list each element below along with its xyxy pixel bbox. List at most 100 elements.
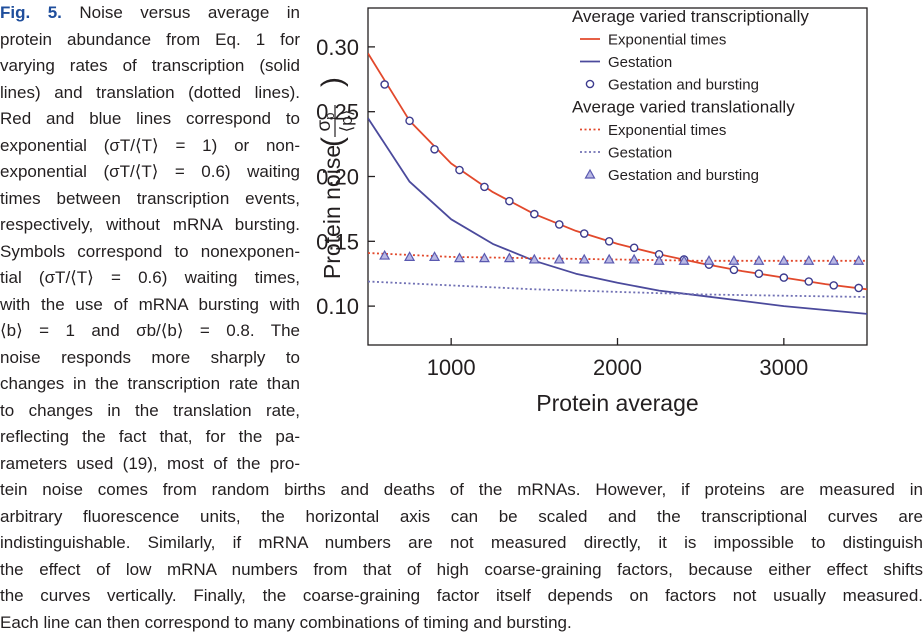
caption-line: varying rates of transcription (solid — [0, 53, 300, 80]
caption-text: Symbols correspond to nonexponen- — [0, 241, 300, 261]
triangle-marker — [404, 251, 416, 261]
y-label-numerator: σp — [314, 113, 337, 132]
triangle-marker — [453, 252, 466, 263]
triangle-marker — [678, 255, 690, 265]
y-tick-label: 0.20 — [316, 165, 359, 190]
numerator-symbol: σ — [314, 119, 335, 131]
caption-text: respectively, without mRNA bursting. — [0, 215, 300, 234]
legend-marker — [584, 168, 596, 179]
caption-line: exponential (σT/⟨T⟩ = 1) or non- — [0, 133, 300, 160]
caption-line: exponential (σT/⟨T⟩ = 0.6) waiting — [0, 159, 300, 186]
figure-label: Fig. 5. — [0, 3, 62, 22]
legend-label: Exponential times — [608, 122, 726, 139]
series-line — [368, 252, 867, 262]
caption-line: the curves vertically. Finally, the coar… — [0, 586, 923, 605]
circle-marker — [505, 196, 514, 206]
x-tick-label: 1000 — [427, 355, 476, 380]
chart: 0.10 0.15 0.20 0.25 0.30 1000 2000 3000 Protein … — [314, 7, 868, 416]
caption-line: the effect of low mRNA numbers from that… — [0, 559, 923, 579]
caption-text: ⟨b⟩ = 1 and σb/⟨b⟩ = 0.8. The — [0, 321, 300, 340]
caption-line: reflecting the fact that, for the pa- — [0, 424, 300, 451]
circle-marker — [554, 220, 564, 229]
caption-text: to changes in the translation rate, — [0, 400, 300, 420]
triangle-marker — [728, 255, 740, 265]
circle-marker — [430, 144, 439, 154]
legend-label: Exponential times — [608, 32, 726, 49]
caption-text: protein abundance from Eq. 1 for — [0, 29, 300, 49]
circle-marker — [754, 269, 764, 279]
triangle-marker — [828, 255, 840, 265]
y-axis-label: Protein noise — [319, 145, 345, 279]
circle-marker — [829, 281, 839, 290]
circle-marker — [729, 265, 739, 275]
triangle-marker — [478, 252, 490, 263]
triangle-marker — [703, 255, 715, 265]
legend-label: Gestation and bursting — [608, 77, 759, 94]
y-tick-label: 0.15 — [316, 229, 359, 254]
caption-text: with the use of mRNA bursting with — [0, 294, 300, 314]
triangle-marker — [753, 255, 765, 265]
y-tick-label: 0.25 — [316, 100, 359, 125]
caption-line: rameters used (19), most of the pro- — [0, 451, 300, 478]
triangle-marker — [578, 253, 590, 264]
caption-text: exponential (σT/⟨T⟩ = 1) or non- — [0, 135, 300, 155]
triangle-marker — [803, 255, 815, 265]
caption-line: Fig. 5. Noise versus average in — [0, 0, 300, 27]
x-axis-label: Protein average — [536, 390, 698, 416]
caption-line: tein noise comes from random births and … — [0, 480, 923, 499]
circle-marker — [629, 243, 639, 253]
triangle-marker — [429, 251, 441, 261]
caption-line: to changes in the translation rate, — [0, 398, 300, 425]
legend-marker — [585, 79, 595, 89]
legend-title: Average varied translationally — [572, 98, 795, 117]
caption-line: Red and blue lines correspond to — [0, 106, 300, 133]
caption-line: lines) and translation (dotted lines). — [0, 80, 300, 107]
triangle-marker — [628, 253, 640, 264]
caption-text: Noise versus average in — [79, 3, 300, 22]
circle-marker — [405, 116, 414, 126]
caption-line: ⟨b⟩ = 1 and σb/⟨b⟩ = 0.8. The — [0, 318, 300, 345]
legend-label: Gestation and bursting — [608, 167, 759, 184]
caption-line: times between transcription events, — [0, 186, 300, 213]
triangle-marker — [553, 253, 565, 264]
caption-text: changes in the transcription rate than — [0, 374, 300, 393]
caption-text: exponential (σT/⟨T⟩ = 0.6) waiting — [0, 162, 300, 181]
triangle-marker — [379, 249, 391, 260]
caption-line: with the use of mRNA bursting with — [0, 292, 300, 319]
circle-marker — [480, 182, 489, 192]
circle-marker — [779, 273, 789, 282]
paren: ( — [316, 137, 349, 147]
x-tick-label: 3000 — [759, 355, 808, 380]
y-tick-label: 0.30 — [316, 35, 359, 60]
triangle-marker — [503, 252, 515, 263]
y-tick-label: 0.10 — [316, 294, 359, 319]
y-label-denominator: ⟨p⟩ — [337, 110, 356, 133]
triangle-marker — [653, 255, 665, 265]
legend-title: Average varied transcriptionally — [572, 7, 809, 26]
plot-layer — [368, 52, 867, 315]
caption-text: times between transcription events, — [0, 188, 300, 208]
caption-line: indistinguishable. Similarly, if mRNA nu… — [0, 533, 923, 552]
circle-marker — [380, 80, 389, 89]
triangle-marker — [603, 253, 615, 264]
caption-text: rameters used (19), most of the pro- — [0, 453, 300, 473]
caption-text: noise responds more sharply to — [0, 347, 300, 367]
circle-marker — [455, 165, 464, 175]
series-line — [368, 280, 867, 298]
circle-marker — [579, 229, 589, 238]
caption-text: Red and blue lines correspond to — [0, 109, 300, 128]
paren: ) — [316, 77, 349, 87]
caption-line: respectively, without mRNA bursting. — [0, 212, 300, 239]
circle-marker — [854, 283, 863, 293]
caption-text: tial (σT/⟨T⟩ = 0.6) waiting times, — [0, 268, 300, 287]
caption-line: arbitrary fluorescence units, the horizo… — [0, 506, 923, 526]
legend-label: Gestation — [608, 145, 672, 162]
caption-line: protein abundance from Eq. 1 for — [0, 27, 300, 54]
triangle-marker — [853, 255, 865, 265]
caption-line: Symbols correspond to nonexponen- — [0, 239, 300, 266]
circle-marker — [804, 277, 814, 286]
caption-text: reflecting the fact that, for the pa- — [0, 427, 300, 446]
x-tick-label: 2000 — [593, 355, 642, 380]
caption-text: varying rates of transcription (solid — [0, 56, 300, 75]
